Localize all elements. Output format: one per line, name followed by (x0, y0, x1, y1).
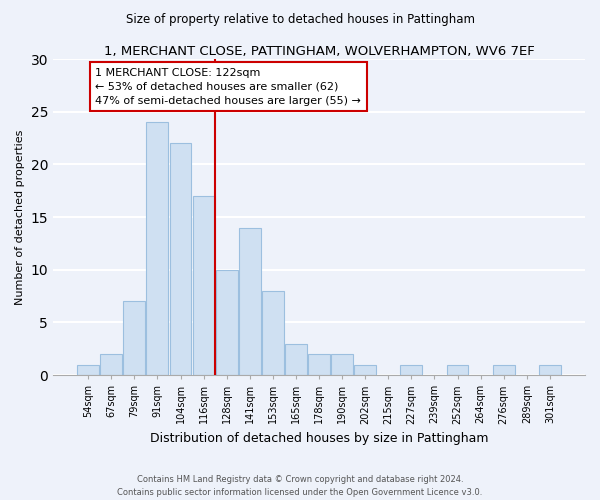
Bar (100, 354, 122, 375)
Bar (170, 144, 191, 375)
Text: Contains HM Land Registry data © Crown copyright and database right 2024.
Contai: Contains HM Land Registry data © Crown c… (118, 475, 482, 497)
Bar (124, 302, 145, 375)
Title: 1, MERCHANT CLOSE, PATTINGHAM, WOLVERHAMPTON, WV6 7EF: 1, MERCHANT CLOSE, PATTINGHAM, WOLVERHAM… (104, 45, 535, 58)
Bar (262, 291, 284, 375)
Bar (493, 364, 515, 375)
Bar (285, 344, 307, 375)
Bar (446, 364, 469, 375)
Bar (193, 196, 215, 375)
Bar (77, 364, 99, 375)
Text: 1 MERCHANT CLOSE: 122sqm
← 53% of detached houses are smaller (62)
47% of semi-d: 1 MERCHANT CLOSE: 122sqm ← 53% of detach… (95, 68, 361, 106)
Bar (308, 354, 330, 375)
Y-axis label: Number of detached properties: Number of detached properties (15, 130, 25, 305)
Bar (400, 364, 422, 375)
Bar (354, 364, 376, 375)
X-axis label: Distribution of detached houses by size in Pattingham: Distribution of detached houses by size … (150, 432, 488, 445)
Bar (146, 122, 169, 375)
Bar (216, 270, 238, 375)
Bar (331, 354, 353, 375)
Bar (239, 228, 261, 375)
Text: Size of property relative to detached houses in Pattingham: Size of property relative to detached ho… (125, 12, 475, 26)
Bar (539, 364, 561, 375)
